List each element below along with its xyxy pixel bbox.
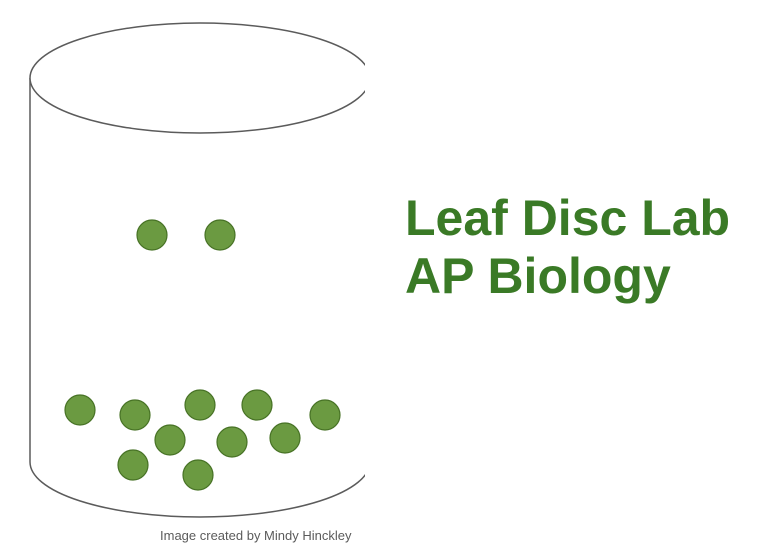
leaf-disc-icon bbox=[217, 427, 247, 457]
diagram-stage: Leaf Disc Lab AP Biology Image created b… bbox=[0, 0, 780, 551]
title-line-1: Leaf Disc Lab bbox=[405, 190, 730, 248]
leaf-disc-icon bbox=[120, 400, 150, 430]
leaf-disc-icon bbox=[137, 220, 167, 250]
leaf-disc-icon bbox=[183, 460, 213, 490]
leaf-disc-icon bbox=[242, 390, 272, 420]
leaf-disc-icon bbox=[118, 450, 148, 480]
leaf-disc-icon bbox=[310, 400, 340, 430]
beaker-cylinder bbox=[25, 20, 365, 520]
cylinder-top-ellipse bbox=[30, 23, 365, 133]
image-caption: Image created by Mindy Hinckley bbox=[160, 528, 351, 543]
leaf-disc-icon bbox=[205, 220, 235, 250]
title-block: Leaf Disc Lab AP Biology bbox=[405, 190, 730, 305]
leaf-disc-icon bbox=[185, 390, 215, 420]
leaf-disc-icon bbox=[155, 425, 185, 455]
leaf-disc-icon bbox=[65, 395, 95, 425]
leaf-disc-icon bbox=[270, 423, 300, 453]
title-line-2: AP Biology bbox=[405, 248, 730, 306]
